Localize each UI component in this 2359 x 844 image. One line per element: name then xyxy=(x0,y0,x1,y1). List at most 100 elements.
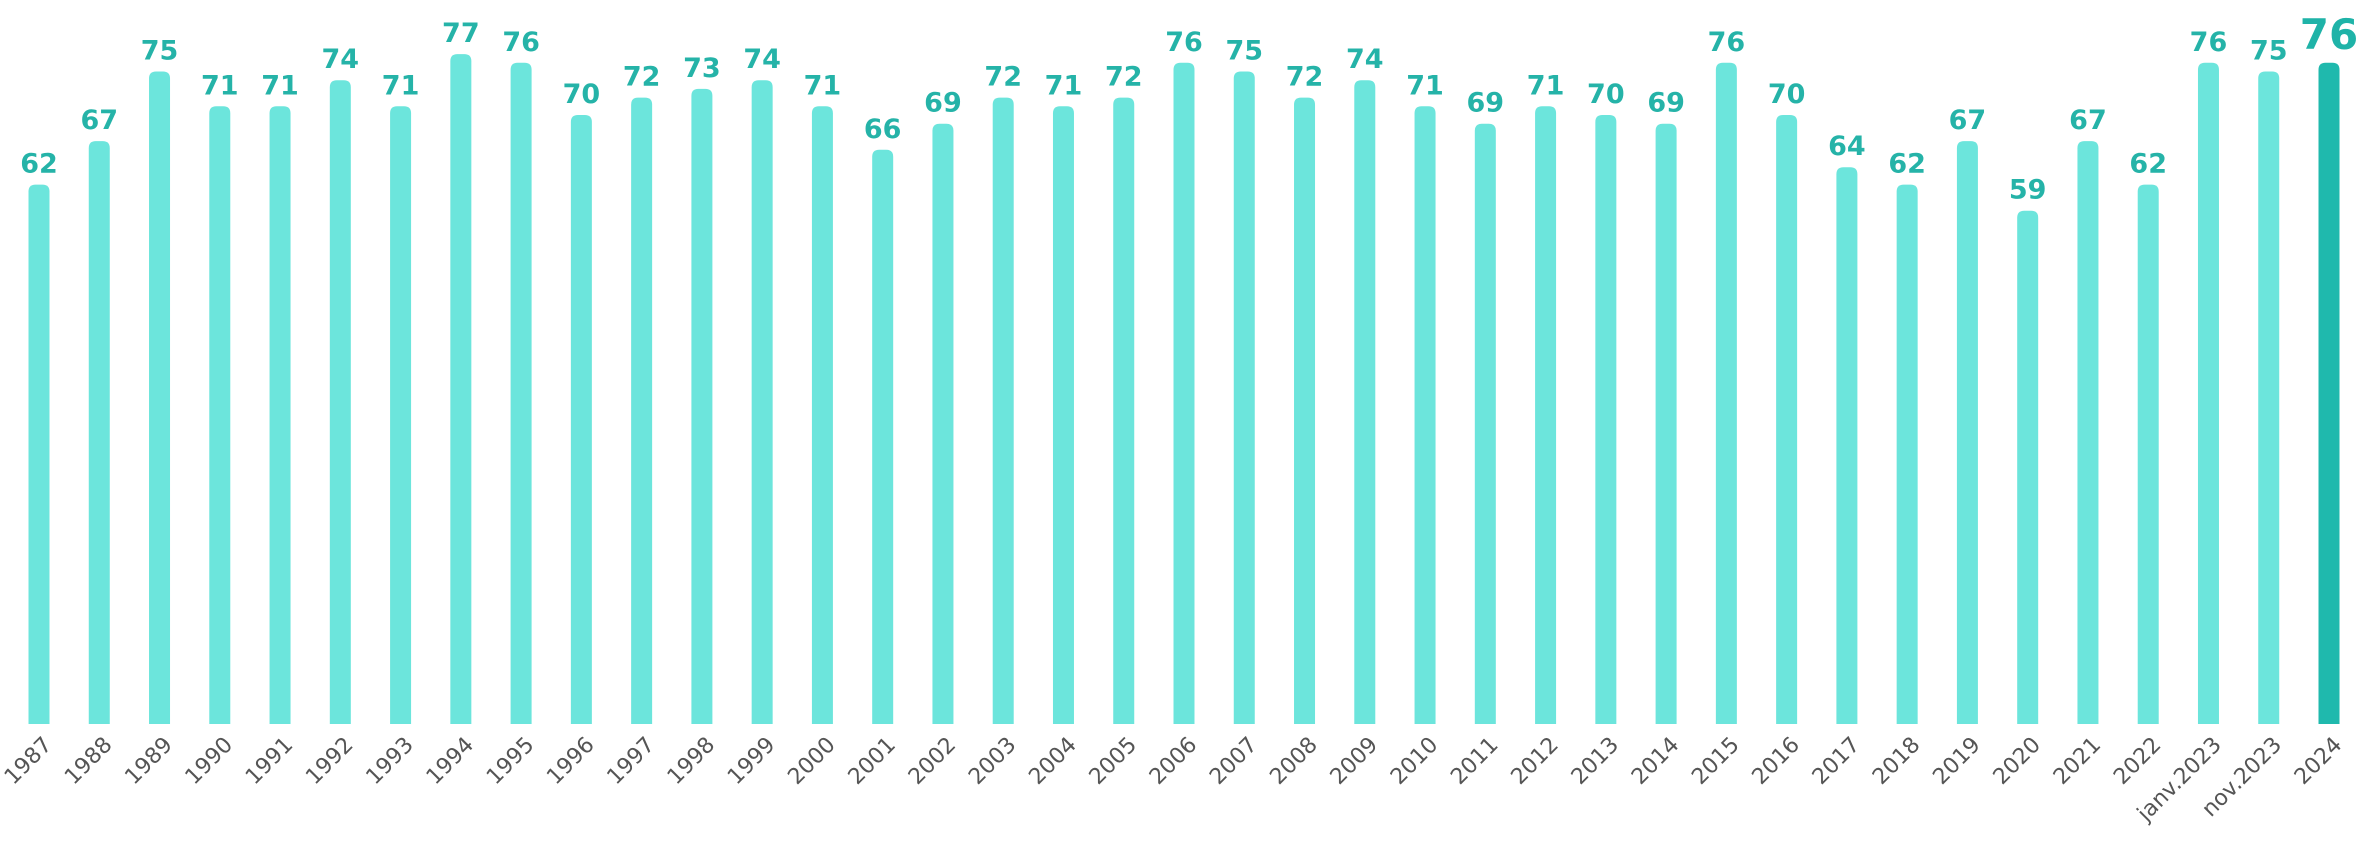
bar xyxy=(2197,62,2219,725)
x-tick-label: 2016 xyxy=(1748,733,1805,790)
x-tick-label: 2013 xyxy=(1567,733,1624,790)
x-tick-label: 1989 xyxy=(120,733,177,790)
bar xyxy=(570,115,592,724)
x-tick-label: 1999 xyxy=(723,733,780,790)
value-label: 70 xyxy=(563,79,601,110)
bar xyxy=(2258,71,2280,724)
value-label: 62 xyxy=(1888,149,1926,180)
x-tick-label: 2001 xyxy=(844,733,901,790)
value-label: 71 xyxy=(261,70,299,101)
value-label: 62 xyxy=(20,149,58,180)
bar xyxy=(510,62,532,725)
value-label: 76 xyxy=(502,27,540,58)
x-tick-label: 2003 xyxy=(964,733,1021,790)
value-label: 59 xyxy=(2009,175,2047,206)
value-label: 67 xyxy=(80,105,118,136)
value-label: 72 xyxy=(1105,62,1143,93)
bar xyxy=(2318,62,2340,725)
bar xyxy=(631,97,653,725)
value-label: 75 xyxy=(2250,36,2288,67)
value-label: 67 xyxy=(1949,105,1987,136)
value-label: 64 xyxy=(1828,131,1866,162)
bar xyxy=(2077,141,2099,725)
value-label: 72 xyxy=(623,62,661,93)
bar xyxy=(1715,62,1737,725)
bar xyxy=(992,97,1014,725)
x-tick-label: 1992 xyxy=(301,733,358,790)
bar xyxy=(1776,115,1798,724)
bar xyxy=(1474,123,1496,724)
x-tick-label: 1996 xyxy=(542,733,599,790)
x-tick-label: 1997 xyxy=(603,733,660,790)
value-label: 75 xyxy=(141,36,179,67)
x-tick-label: 2024 xyxy=(2290,733,2347,790)
bar xyxy=(329,80,351,724)
x-tick-label: 2012 xyxy=(1507,733,1564,790)
value-label: 71 xyxy=(1527,70,1565,101)
x-tick-label: 2011 xyxy=(1446,733,1503,790)
x-tick-label: 2007 xyxy=(1205,733,1262,790)
value-label: 71 xyxy=(804,70,842,101)
value-label: 74 xyxy=(1346,44,1384,75)
value-label: 76 xyxy=(1165,27,1203,58)
x-tick-label: 2000 xyxy=(783,733,840,790)
x-tick-label: 2005 xyxy=(1085,733,1142,790)
bar xyxy=(390,106,412,725)
bar xyxy=(209,106,231,725)
value-label: 71 xyxy=(201,70,239,101)
x-tick-label: 2004 xyxy=(1024,733,1081,790)
bar xyxy=(1173,62,1195,725)
value-label: 70 xyxy=(1587,79,1625,110)
bar xyxy=(1535,106,1557,725)
bar xyxy=(149,71,171,724)
x-tick-label: 2015 xyxy=(1687,733,1744,790)
x-tick-label: 2002 xyxy=(904,733,961,790)
x-tick-label: 2006 xyxy=(1145,733,1202,790)
bar xyxy=(932,123,954,724)
value-label: 62 xyxy=(2129,149,2167,180)
x-tick-label: 1998 xyxy=(663,733,720,790)
bar xyxy=(811,106,833,725)
bar xyxy=(1052,106,1074,725)
bar xyxy=(1595,115,1617,724)
bar xyxy=(751,80,773,724)
bar xyxy=(1294,97,1316,725)
value-label: 67 xyxy=(2069,105,2107,136)
x-tick-label: 2020 xyxy=(1989,733,2046,790)
bar xyxy=(1836,167,1858,724)
value-label: 69 xyxy=(924,88,962,119)
x-tick-label: 2022 xyxy=(2109,733,2166,790)
bar xyxy=(1354,80,1376,724)
value-label: 77 xyxy=(442,18,480,49)
x-tick-label: 2009 xyxy=(1326,733,1383,790)
value-label: 66 xyxy=(864,114,902,145)
bar xyxy=(1233,71,1255,724)
value-label: 69 xyxy=(1647,88,1685,119)
value-label: 72 xyxy=(984,62,1022,93)
bar xyxy=(1956,141,1978,725)
x-tick-label: 2019 xyxy=(1928,733,1985,790)
value-label: 70 xyxy=(1768,79,1806,110)
bar xyxy=(88,141,110,725)
value-label: 76 xyxy=(2300,10,2358,59)
x-tick-label: 2008 xyxy=(1265,733,1322,790)
value-label: 76 xyxy=(2190,27,2228,58)
x-tick-label: 1995 xyxy=(482,733,539,790)
value-label: 71 xyxy=(382,70,420,101)
value-label: 69 xyxy=(1467,88,1505,119)
x-tick-label: 1994 xyxy=(422,733,479,790)
x-tick-label: 2014 xyxy=(1627,733,1684,790)
x-tick-label: 2017 xyxy=(1808,733,1865,790)
x-tick-label: 1991 xyxy=(241,733,298,790)
bar xyxy=(1414,106,1436,725)
x-tick-label: 1993 xyxy=(362,733,419,790)
x-tick-label: 2018 xyxy=(1868,733,1925,790)
value-label: 74 xyxy=(322,44,360,75)
bar xyxy=(1113,97,1135,725)
x-tick-label: 2021 xyxy=(2049,733,2106,790)
bar xyxy=(1896,184,1918,725)
bar xyxy=(872,149,894,725)
x-tick-label: 2010 xyxy=(1386,733,1443,790)
